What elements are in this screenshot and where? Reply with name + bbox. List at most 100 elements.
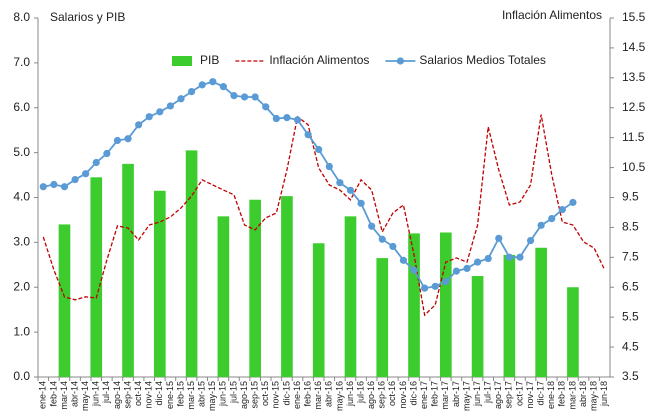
- marker: [505, 253, 513, 261]
- bar: [312, 243, 325, 377]
- marker: [187, 87, 196, 96]
- marker: [410, 266, 418, 274]
- x-tick-label: oct-15: [260, 381, 270, 406]
- y-tick-label: 2.0: [13, 279, 30, 293]
- bar: [281, 196, 293, 377]
- x-tick-label: feb-15: [175, 381, 185, 407]
- x-tick-label: jul-14: [101, 381, 111, 404]
- legend-label: Inflación Alimentos: [269, 53, 369, 67]
- marker: [156, 108, 164, 116]
- marker: [431, 282, 439, 290]
- bar: [408, 233, 420, 377]
- x-tick-label: nov-17: [525, 381, 535, 409]
- x-tick-label: feb-18: [557, 381, 567, 407]
- marker: [166, 102, 175, 110]
- x-tick-label: mar-15: [186, 381, 196, 410]
- x-tick-label: may-16: [334, 381, 344, 411]
- marker: [516, 253, 524, 261]
- y2-tick-label: 4.5: [622, 339, 639, 353]
- legend-swatch: [172, 56, 192, 66]
- bar: [535, 247, 547, 377]
- marker: [145, 113, 153, 121]
- bar: [185, 150, 198, 377]
- marker: [230, 92, 238, 100]
- x-tick-label: abr-16: [324, 381, 334, 407]
- x-tick-label: dic-16: [408, 381, 418, 406]
- x-tick-label: sep-16: [377, 381, 387, 409]
- y2-tick-label: 5.5: [622, 309, 639, 323]
- x-tick-label: jul-17: [483, 381, 493, 404]
- marker: [495, 234, 503, 242]
- x-tick-label: mar-17: [440, 381, 450, 410]
- x-tick-label: ene-15: [165, 381, 175, 409]
- marker: [484, 254, 492, 263]
- marker: [558, 206, 566, 214]
- legend-label: PIB: [200, 53, 219, 67]
- y-tick-label: 4.0: [13, 190, 30, 204]
- x-tick-label: ene-18: [546, 381, 556, 409]
- y-tick-label: 3.0: [13, 235, 30, 249]
- x-tick-label: jun-17: [472, 381, 482, 407]
- x-tick-label: dic-15: [281, 381, 291, 406]
- bar: [58, 224, 71, 377]
- marker: [60, 183, 69, 191]
- y2-title: Inflación Alimentos: [502, 8, 602, 22]
- x-tick-label: may-14: [80, 381, 90, 411]
- marker: [304, 131, 312, 139]
- x-tick-label: oct-14: [133, 381, 143, 406]
- marker: [473, 258, 482, 266]
- x-tick-label: mar-16: [313, 381, 323, 410]
- y2-tick-label: 10.5: [622, 160, 646, 174]
- x-tick-label: nov-15: [271, 381, 281, 409]
- y2-tick-label: 6.5: [622, 279, 639, 293]
- x-tick-label: abr-15: [197, 381, 207, 407]
- y2-tick-label: 13.5: [622, 70, 646, 84]
- marker: [262, 103, 270, 111]
- x-tick-label: feb-17: [430, 381, 440, 407]
- marker: [124, 135, 132, 143]
- bar: [471, 276, 484, 377]
- x-tick-label: dic-17: [536, 381, 546, 406]
- x-tick-label: may-15: [207, 381, 217, 411]
- marker: [293, 116, 302, 124]
- marker: [198, 81, 206, 89]
- x-tick-label: oct-16: [387, 381, 397, 406]
- x-tick-label: ene-16: [292, 381, 302, 409]
- bar: [376, 258, 389, 377]
- bar: [153, 190, 166, 377]
- x-tick-label: dic-14: [154, 381, 164, 406]
- marker: [71, 175, 79, 184]
- marker: [272, 114, 280, 123]
- x-tick-label: nov-16: [398, 381, 408, 409]
- marker: [325, 162, 333, 171]
- x-tick-label: sep-14: [122, 381, 132, 409]
- marker: [240, 93, 249, 101]
- x-tick-label: ago-17: [493, 381, 503, 409]
- bar: [249, 199, 261, 377]
- x-tick-label: ago-14: [112, 381, 122, 409]
- marker: [442, 277, 450, 286]
- x-tick-label: sep-17: [504, 381, 514, 409]
- chart-title: Salarios y PIB: [50, 10, 125, 24]
- marker: [537, 221, 545, 229]
- bar: [122, 163, 134, 377]
- marker: [39, 183, 47, 191]
- bar: [217, 216, 230, 377]
- marker: [113, 136, 122, 145]
- marker: [50, 180, 58, 189]
- marker: [526, 236, 535, 245]
- marker: [336, 179, 344, 187]
- bar: [567, 287, 579, 377]
- marker: [378, 235, 386, 243]
- x-tick-label: mar-18: [567, 381, 577, 410]
- x-tick-label: jun-14: [91, 381, 101, 407]
- marker: [219, 83, 227, 91]
- marker: [368, 222, 376, 230]
- x-tick-label: jul-16: [355, 381, 365, 404]
- x-tick-label: oct-17: [514, 381, 524, 406]
- marker: [177, 95, 185, 103]
- x-tick-label: ene-17: [419, 381, 429, 409]
- x-tick-label: may-17: [461, 381, 471, 411]
- marker: [569, 198, 577, 207]
- y-tick-label: 1.0: [13, 324, 30, 338]
